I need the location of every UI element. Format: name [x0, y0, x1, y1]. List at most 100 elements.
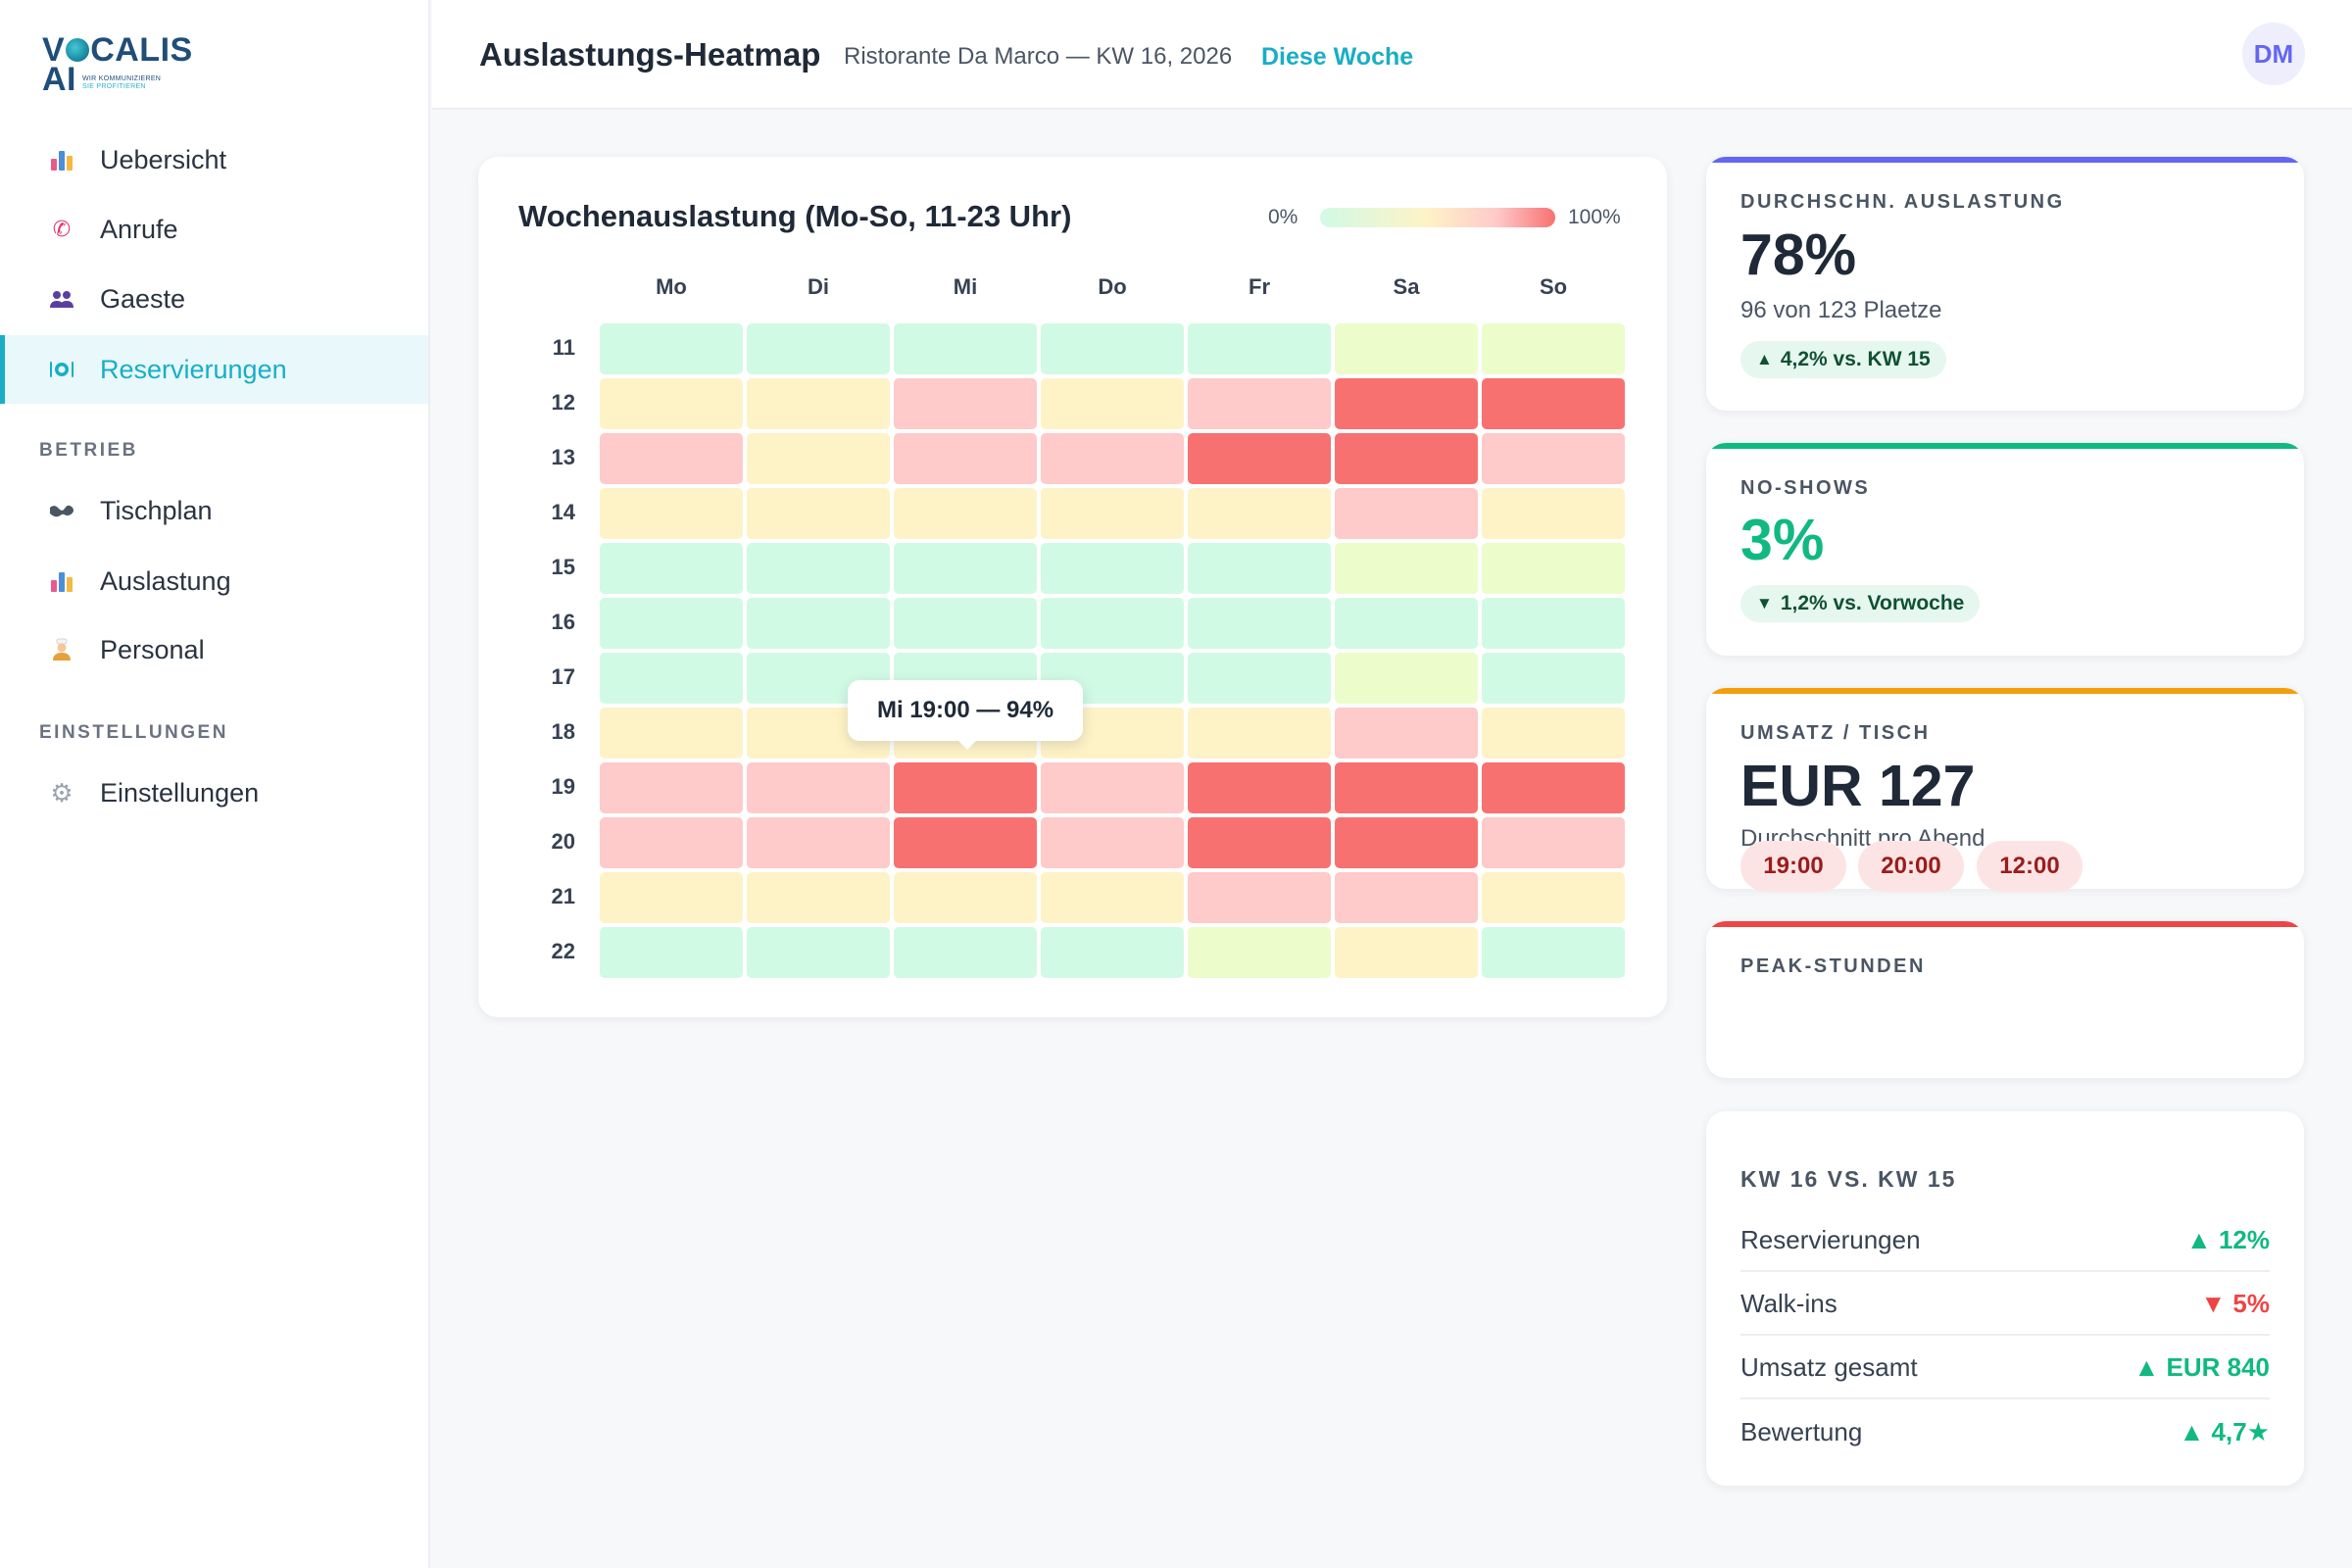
heatmap-cell-di-22[interactable]	[747, 927, 890, 978]
heatmap-cell-mo-21[interactable]	[600, 872, 743, 923]
heatmap-cell-di-12[interactable]	[747, 378, 890, 429]
sidebar-item-gaeste[interactable]: Gaeste	[0, 265, 428, 333]
heatmap-cell-do-11[interactable]	[1041, 323, 1184, 374]
compare-card: KW 16 VS. KW 15 Reservierungen ▲ 12% Wal…	[1706, 1111, 2304, 1486]
heatmap-cell-di-20[interactable]	[747, 817, 890, 868]
heatmap-cell-so-13[interactable]	[1482, 433, 1625, 484]
heatmap-cell-fr-19[interactable]	[1188, 762, 1331, 813]
heatmap-cell-mo-22[interactable]	[600, 927, 743, 978]
heatmap-cell-mo-17[interactable]	[600, 653, 743, 704]
heatmap-cell-mi-12[interactable]	[894, 378, 1037, 429]
sidebar-item-anrufe[interactable]: ✆ Anrufe	[0, 195, 428, 264]
heatmap-cell-fr-12[interactable]	[1188, 378, 1331, 429]
gear-icon: ⚙	[50, 777, 74, 808]
sidebar-item-personal[interactable]: Personal	[0, 615, 428, 684]
heatmap-cell-so-12[interactable]	[1482, 378, 1625, 429]
heatmap-cell-so-14[interactable]	[1482, 488, 1625, 539]
heatmap-cell-fr-13[interactable]	[1188, 433, 1331, 484]
sidebar: V CALIS AI WIR KOMMUNIZIEREN SIE PROFITIE…	[0, 0, 430, 1568]
heatmap-cell-do-12[interactable]	[1041, 378, 1184, 429]
heatmap-cell-mi-22[interactable]	[894, 927, 1037, 978]
heatmap-cell-mi-20[interactable]	[894, 817, 1037, 868]
heatmap-cell-so-22[interactable]	[1482, 927, 1625, 978]
heatmap-cell-fr-17[interactable]	[1188, 653, 1331, 704]
heatmap-cell-do-19[interactable]	[1041, 762, 1184, 813]
sidebar-item-uebersicht[interactable]: Uebersicht	[0, 125, 428, 194]
heatmap-cell-so-19[interactable]	[1482, 762, 1625, 813]
heatmap-cell-mi-15[interactable]	[894, 543, 1037, 594]
stat-value: 78%	[1740, 222, 1857, 287]
user-avatar[interactable]: DM	[2242, 23, 2305, 85]
heatmap-cell-mi-19[interactable]	[894, 762, 1037, 813]
heatmap-cell-so-20[interactable]	[1482, 817, 1625, 868]
heatmap-cell-mo-19[interactable]	[600, 762, 743, 813]
heatmap-cell-so-16[interactable]	[1482, 598, 1625, 649]
hour-label-17: 17	[551, 664, 575, 689]
heatmap-cell-mi-16[interactable]	[894, 598, 1037, 649]
heatmap-cell-mo-15[interactable]	[600, 543, 743, 594]
heatmap-cell-di-16[interactable]	[747, 598, 890, 649]
heatmap-cell-sa-14[interactable]	[1335, 488, 1478, 539]
heatmap-cell-sa-12[interactable]	[1335, 378, 1478, 429]
heatmap-cell-mo-20[interactable]	[600, 817, 743, 868]
heatmap-cell-fr-16[interactable]	[1188, 598, 1331, 649]
heatmap-cell-sa-16[interactable]	[1335, 598, 1478, 649]
heatmap-cell-fr-15[interactable]	[1188, 543, 1331, 594]
heatmap-cell-di-11[interactable]	[747, 323, 890, 374]
heatmap-cell-fr-20[interactable]	[1188, 817, 1331, 868]
sidebar-item-label: Uebersicht	[100, 144, 227, 174]
stat-value: EUR 127	[1740, 754, 1976, 818]
heatmap-cell-mi-14[interactable]	[894, 488, 1037, 539]
heatmap-card: Wochenauslastung (Mo-So, 11-23 Uhr) 0% 1…	[478, 157, 1667, 1017]
heatmap-cell-mo-18[interactable]	[600, 708, 743, 759]
heatmap-cell-sa-22[interactable]	[1335, 927, 1478, 978]
heatmap-cell-do-15[interactable]	[1041, 543, 1184, 594]
heatmap-cell-mo-14[interactable]	[600, 488, 743, 539]
heatmap-cell-so-18[interactable]	[1482, 708, 1625, 759]
heatmap-cell-fr-14[interactable]	[1188, 488, 1331, 539]
heatmap-cell-fr-22[interactable]	[1188, 927, 1331, 978]
heatmap-cell-so-15[interactable]	[1482, 543, 1625, 594]
heatmap-cell-mi-13[interactable]	[894, 433, 1037, 484]
heatmap-cell-do-20[interactable]	[1041, 817, 1184, 868]
heatmap-cell-fr-18[interactable]	[1188, 708, 1331, 759]
sidebar-item-einstellungen[interactable]: ⚙ Einstellungen	[0, 759, 428, 827]
heatmap-cell-sa-20[interactable]	[1335, 817, 1478, 868]
heatmap-cell-sa-15[interactable]	[1335, 543, 1478, 594]
heatmap-cell-sa-13[interactable]	[1335, 433, 1478, 484]
sidebar-item-reservierungen[interactable]: Reservierungen	[0, 335, 428, 404]
heatmap-cell-di-15[interactable]	[747, 543, 890, 594]
heatmap-cell-sa-17[interactable]	[1335, 653, 1478, 704]
heatmap-cell-mi-21[interactable]	[894, 872, 1037, 923]
heatmap-cell-do-13[interactable]	[1041, 433, 1184, 484]
heatmap-cell-fr-11[interactable]	[1188, 323, 1331, 374]
heatmap-cell-di-14[interactable]	[747, 488, 890, 539]
heatmap-cell-di-21[interactable]	[747, 872, 890, 923]
plate-icon	[47, 355, 76, 384]
heatmap-cell-mo-16[interactable]	[600, 598, 743, 649]
heatmap-cell-do-22[interactable]	[1041, 927, 1184, 978]
heatmap-cell-fr-21[interactable]	[1188, 872, 1331, 923]
heatmap-cell-so-17[interactable]	[1482, 653, 1625, 704]
heatmap-cell-do-21[interactable]	[1041, 872, 1184, 923]
heatmap-cell-mo-13[interactable]	[600, 433, 743, 484]
vocalis-logo[interactable]: V CALIS AI WIR KOMMUNIZIEREN SIE PROFITIE…	[42, 33, 193, 96]
heatmap-cell-di-19[interactable]	[747, 762, 890, 813]
heatmap-cell-do-14[interactable]	[1041, 488, 1184, 539]
heatmap-cell-sa-11[interactable]	[1335, 323, 1478, 374]
heatmap-cell-sa-19[interactable]	[1335, 762, 1478, 813]
heatmap-cell-mi-11[interactable]	[894, 323, 1037, 374]
heatmap-cell-do-16[interactable]	[1041, 598, 1184, 649]
heatmap-cell-so-11[interactable]	[1482, 323, 1625, 374]
heatmap-cell-mo-12[interactable]	[600, 378, 743, 429]
week-selector-link[interactable]: Diese Woche	[1261, 43, 1414, 71]
sidebar-item-auslastung[interactable]: Auslastung	[0, 547, 428, 615]
globe-icon	[66, 38, 90, 63]
heatmap-cell-sa-18[interactable]	[1335, 708, 1478, 759]
heatmap-cell-mo-11[interactable]	[600, 323, 743, 374]
logo-tagline: WIR KOMMUNIZIEREN SIE PROFITIEREN	[82, 75, 162, 90]
sidebar-item-tischplan[interactable]: Tischplan	[0, 476, 428, 545]
heatmap-cell-so-21[interactable]	[1482, 872, 1625, 923]
heatmap-cell-sa-21[interactable]	[1335, 872, 1478, 923]
heatmap-cell-di-13[interactable]	[747, 433, 890, 484]
